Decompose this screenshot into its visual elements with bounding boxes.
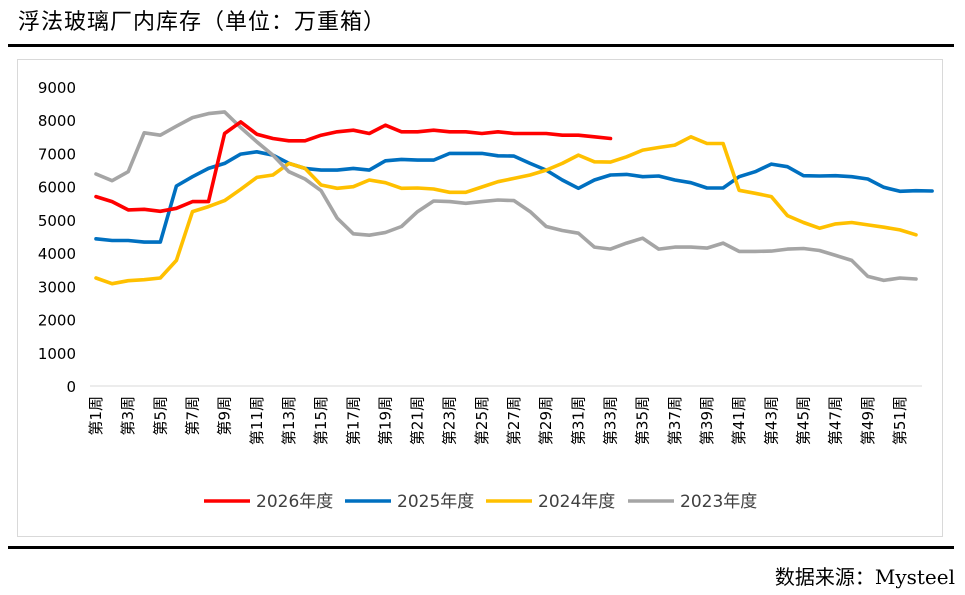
- x-tick-label: 第23周: [441, 396, 459, 445]
- legend-item-1: 2026年度: [204, 492, 333, 512]
- x-tick-label: 第45周: [794, 396, 812, 445]
- y-tick-label: 7000: [38, 145, 76, 163]
- line-chart: 0 1000 2000 3000 4000 5000 6000 7000 8000 9000 第1周…: [38, 79, 934, 512]
- y-tick-label: 1000: [38, 345, 76, 363]
- y-tick-label: 8000: [38, 112, 76, 130]
- x-tick-label: 第1周: [87, 396, 105, 436]
- y-tick-label: 5000: [38, 212, 76, 230]
- y-tick-label: 2000: [38, 312, 76, 330]
- x-tick-label: 第19周: [376, 396, 394, 445]
- legend-label: 2024年度: [538, 492, 615, 512]
- y-tick-label: 0: [66, 378, 76, 396]
- x-tick-label: 第7周: [183, 396, 201, 436]
- x-tick-label: 第27周: [505, 396, 523, 445]
- x-tick-label: 第41周: [730, 396, 748, 445]
- series-line-2: [94, 150, 934, 244]
- x-tick-label: 第33周: [602, 396, 620, 445]
- y-tick-label: 6000: [38, 179, 76, 197]
- x-tick-label: 第29周: [537, 396, 555, 445]
- bottom-rule: [8, 546, 954, 549]
- x-tick-label: 第9周: [216, 396, 234, 436]
- x-tick-label: 第15周: [312, 396, 330, 445]
- y-tick-label: 9000: [38, 79, 76, 97]
- chart-frame: 0 1000 2000 3000 4000 5000 6000 7000 8000 9000 第1周…: [17, 59, 943, 537]
- axes: 0 1000 2000 3000 4000 5000 6000 7000 8000 9000 第1周…: [38, 79, 922, 445]
- legend-label: 2026年度: [256, 492, 333, 512]
- x-tick-label: 第43周: [762, 396, 780, 445]
- x-tick-label: 第11周: [248, 396, 266, 445]
- x-tick-label: 第25周: [473, 396, 491, 445]
- y-tick-label: 3000: [38, 278, 76, 296]
- x-tick-label: 第39周: [698, 396, 716, 445]
- series-line-1: [94, 120, 613, 214]
- legend-item-2: 2025年度: [345, 492, 474, 512]
- x-tick-label: 第37周: [666, 396, 684, 445]
- legend: 2026年度 2025年度 2024年度 2023年度: [204, 492, 757, 512]
- legend-item-3: 2024年度: [486, 492, 615, 512]
- series-line-3: [94, 135, 918, 286]
- series-line-4: [94, 110, 918, 283]
- x-tick-label: 第21周: [409, 396, 427, 445]
- x-tick-label: 第3周: [119, 396, 137, 436]
- data-source: 数据来源：Mysteel: [774, 565, 955, 589]
- legend-label: 2025年度: [397, 492, 474, 512]
- x-tick-label: 第35周: [634, 396, 652, 445]
- x-tick-label: 第51周: [891, 396, 909, 445]
- legend-label: 2023年度: [680, 492, 757, 512]
- x-tick-label: 第5周: [151, 396, 169, 436]
- x-tick-label: 第13周: [280, 396, 298, 445]
- x-tick-label: 第17周: [344, 396, 362, 445]
- x-tick-label: 第31周: [569, 396, 587, 445]
- legend-item-4: 2023年度: [628, 492, 757, 512]
- x-tick-label: 第47周: [827, 396, 845, 445]
- page-title: 浮法玻璃厂内库存（单位：万重箱）: [18, 10, 387, 35]
- y-tick-label: 4000: [38, 245, 76, 263]
- x-tick-label: 第49周: [859, 396, 877, 445]
- top-rule: [8, 44, 954, 47]
- series-lines: [94, 110, 934, 286]
